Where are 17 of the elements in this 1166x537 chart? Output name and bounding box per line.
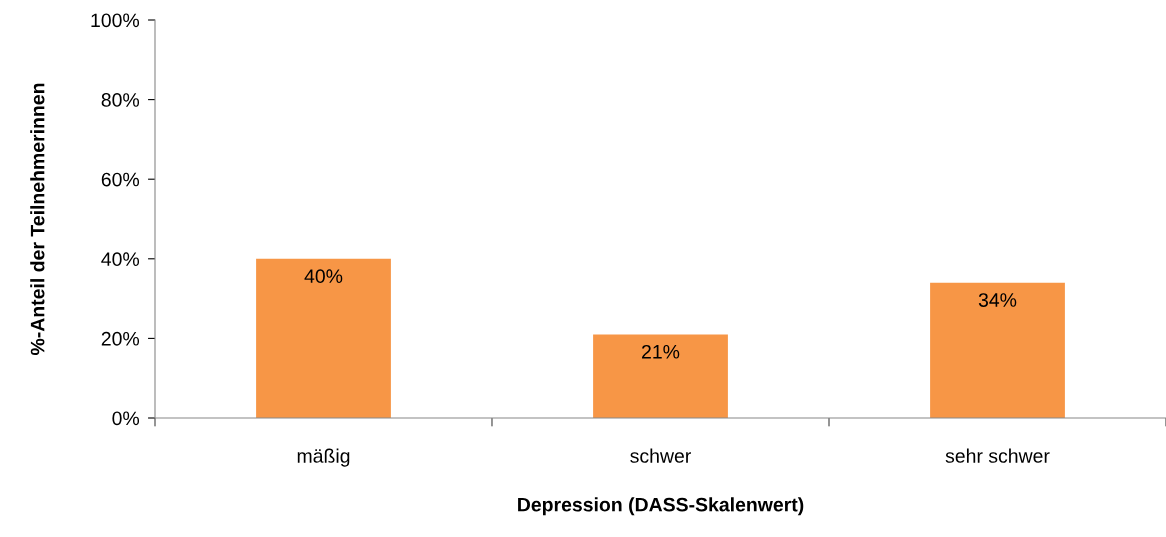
- data-label: 21%: [642, 344, 680, 359]
- bar: [593, 334, 728, 418]
- y-axis-title: %-Anteil der Teilnehmerinnen: [30, 83, 45, 355]
- bar: [256, 258, 391, 418]
- x-tick-label: mäßig: [297, 448, 350, 467]
- y-tick-label: 0%: [112, 411, 140, 426]
- x-axis-title: Depression (DASS-Skalenwert): [518, 497, 804, 516]
- y-tick-label: 60%: [101, 172, 140, 187]
- data-label: 34%: [978, 293, 1017, 307]
- bar: [930, 282, 1065, 418]
- y-tick-label: 80%: [101, 93, 140, 107]
- y-tick-label: 100%: [91, 13, 140, 28]
- x-tick-label: sehr schwer: [945, 448, 1050, 463]
- data-label: 40%: [304, 269, 343, 284]
- y-tick-label: 40%: [101, 252, 140, 267]
- x-tick-label: schwer: [630, 448, 691, 463]
- y-tick-label: 20%: [101, 331, 140, 346]
